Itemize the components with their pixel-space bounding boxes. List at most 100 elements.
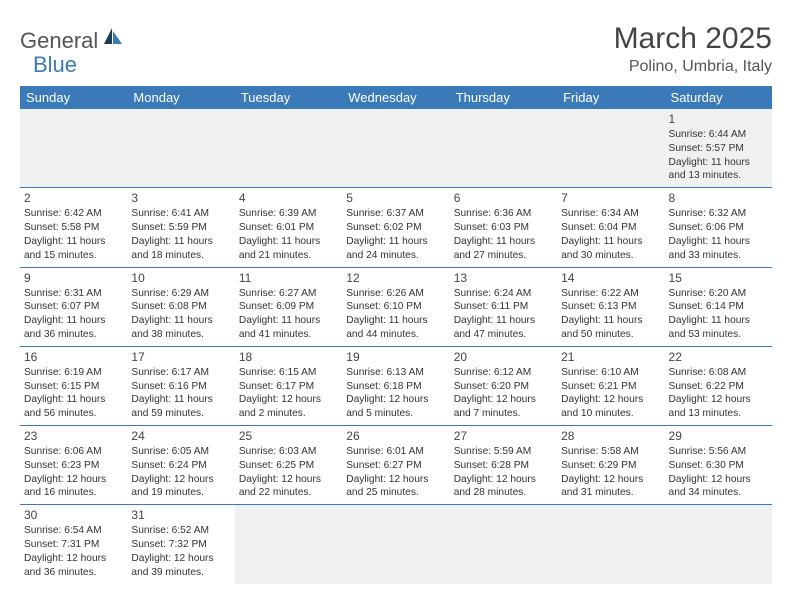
sunrise-text: Sunrise: 6:31 AM [24, 287, 123, 301]
day-number: 16 [24, 349, 123, 365]
sunset-text: Sunset: 6:08 PM [131, 300, 230, 314]
day-number: 26 [346, 428, 445, 444]
sunset-text: Sunset: 6:03 PM [454, 221, 553, 235]
sunrise-text: Sunrise: 6:44 AM [669, 128, 768, 142]
calendar-cell: 15Sunrise: 6:20 AMSunset: 6:14 PMDayligh… [665, 267, 772, 346]
calendar-cell: 30Sunrise: 6:54 AMSunset: 7:31 PMDayligh… [20, 505, 127, 584]
sunset-text: Sunset: 6:18 PM [346, 380, 445, 394]
day-number: 19 [346, 349, 445, 365]
day-number: 29 [669, 428, 768, 444]
logo-blue-under: Blue [33, 52, 77, 78]
day-number: 24 [131, 428, 230, 444]
day-number: 18 [239, 349, 338, 365]
calendar-cell: 16Sunrise: 6:19 AMSunset: 6:15 PMDayligh… [20, 346, 127, 425]
day-number: 23 [24, 428, 123, 444]
calendar-cell: 23Sunrise: 6:06 AMSunset: 6:23 PMDayligh… [20, 426, 127, 505]
sunrise-text: Sunrise: 6:42 AM [24, 207, 123, 221]
day-number: 8 [669, 190, 768, 206]
calendar-cell [235, 109, 342, 188]
daylight-text: Daylight: 11 hours and 24 minutes. [346, 235, 445, 263]
sunrise-text: Sunrise: 5:56 AM [669, 445, 768, 459]
day-number: 2 [24, 190, 123, 206]
daylight-text: Daylight: 11 hours and 41 minutes. [239, 314, 338, 342]
sunset-text: Sunset: 6:27 PM [346, 459, 445, 473]
col-sunday: Sunday [20, 86, 127, 109]
sunset-text: Sunset: 6:17 PM [239, 380, 338, 394]
calendar-cell: 28Sunrise: 5:58 AMSunset: 6:29 PMDayligh… [557, 426, 664, 505]
col-friday: Friday [557, 86, 664, 109]
sunset-text: Sunset: 7:32 PM [131, 538, 230, 552]
sunrise-text: Sunrise: 6:08 AM [669, 366, 768, 380]
daylight-text: Daylight: 11 hours and 59 minutes. [131, 393, 230, 421]
sunset-text: Sunset: 6:16 PM [131, 380, 230, 394]
sunrise-text: Sunrise: 6:24 AM [454, 287, 553, 301]
calendar-cell [450, 109, 557, 188]
day-number: 27 [454, 428, 553, 444]
sunset-text: Sunset: 6:10 PM [346, 300, 445, 314]
day-number: 25 [239, 428, 338, 444]
calendar-cell: 24Sunrise: 6:05 AMSunset: 6:24 PMDayligh… [127, 426, 234, 505]
sunrise-text: Sunrise: 6:32 AM [669, 207, 768, 221]
daylight-text: Daylight: 11 hours and 13 minutes. [669, 156, 768, 184]
calendar-cell [20, 109, 127, 188]
daylight-text: Daylight: 12 hours and 22 minutes. [239, 473, 338, 501]
sunset-text: Sunset: 6:22 PM [669, 380, 768, 394]
calendar-row: 2Sunrise: 6:42 AMSunset: 5:58 PM Daylight… [20, 188, 772, 267]
sunset-text: Sunset: 6:02 PM [346, 221, 445, 235]
daylight-text: Daylight: 11 hours and 50 minutes. [561, 314, 660, 342]
calendar-cell: 11Sunrise: 6:27 AMSunset: 6:09 PMDayligh… [235, 267, 342, 346]
sunset-text: Sunset: 6:21 PM [561, 380, 660, 394]
sunrise-text: Sunrise: 6:37 AM [346, 207, 445, 221]
sunset-text: Sunset: 6:07 PM [24, 300, 123, 314]
sunrise-text: Sunrise: 6:52 AM [131, 524, 230, 538]
daylight-text: Daylight: 11 hours and 33 minutes. [669, 235, 768, 263]
sunrise-text: Sunrise: 6:12 AM [454, 366, 553, 380]
day-number: 10 [131, 270, 230, 286]
sunset-text: Sunset: 6:14 PM [669, 300, 768, 314]
calendar-cell: 9Sunrise: 6:31 AMSunset: 6:07 PMDaylight… [20, 267, 127, 346]
calendar-cell: 19Sunrise: 6:13 AMSunset: 6:18 PMDayligh… [342, 346, 449, 425]
sunrise-text: Sunrise: 6:05 AM [131, 445, 230, 459]
daylight-text: Daylight: 11 hours and 38 minutes. [131, 314, 230, 342]
sunrise-text: Sunrise: 6:36 AM [454, 207, 553, 221]
calendar-cell: 27Sunrise: 5:59 AMSunset: 6:28 PMDayligh… [450, 426, 557, 505]
sunrise-text: Sunrise: 6:39 AM [239, 207, 338, 221]
calendar-cell: 4Sunrise: 6:39 AMSunset: 6:01 PMDaylight… [235, 188, 342, 267]
sunrise-text: Sunrise: 6:01 AM [346, 445, 445, 459]
calendar-cell: 7Sunrise: 6:34 AMSunset: 6:04 PMDaylight… [557, 188, 664, 267]
calendar-cell [557, 109, 664, 188]
day-number: 14 [561, 270, 660, 286]
day-number: 1 [669, 111, 768, 127]
calendar-cell: 21Sunrise: 6:10 AMSunset: 6:21 PMDayligh… [557, 346, 664, 425]
daylight-text: Daylight: 12 hours and 36 minutes. [24, 552, 123, 580]
sunrise-text: Sunrise: 6:54 AM [24, 524, 123, 538]
daylight-text: Daylight: 11 hours and 36 minutes. [24, 314, 123, 342]
daylight-text: Daylight: 12 hours and 2 minutes. [239, 393, 338, 421]
day-number: 22 [669, 349, 768, 365]
day-number: 31 [131, 507, 230, 523]
sunrise-text: Sunrise: 6:13 AM [346, 366, 445, 380]
calendar-cell [342, 505, 449, 584]
daylight-text: Daylight: 11 hours and 56 minutes. [24, 393, 123, 421]
sunset-text: Sunset: 5:59 PM [131, 221, 230, 235]
calendar-row: 9Sunrise: 6:31 AMSunset: 6:07 PMDaylight… [20, 267, 772, 346]
calendar-cell: 31Sunrise: 6:52 AMSunset: 7:32 PMDayligh… [127, 505, 234, 584]
daylight-text: Daylight: 12 hours and 34 minutes. [669, 473, 768, 501]
sunrise-text: Sunrise: 6:41 AM [131, 207, 230, 221]
calendar-row: 30Sunrise: 6:54 AMSunset: 7:31 PMDayligh… [20, 505, 772, 584]
sunrise-text: Sunrise: 6:29 AM [131, 287, 230, 301]
col-tuesday: Tuesday [235, 86, 342, 109]
sunrise-text: Sunrise: 5:58 AM [561, 445, 660, 459]
sunset-text: Sunset: 6:09 PM [239, 300, 338, 314]
day-number: 3 [131, 190, 230, 206]
day-number: 21 [561, 349, 660, 365]
calendar-cell [342, 109, 449, 188]
sunrise-text: Sunrise: 6:15 AM [239, 366, 338, 380]
daylight-text: Daylight: 11 hours and 47 minutes. [454, 314, 553, 342]
sunset-text: Sunset: 5:58 PM [24, 221, 123, 235]
calendar-table: Sunday Monday Tuesday Wednesday Thursday… [20, 86, 772, 584]
sunrise-text: Sunrise: 5:59 AM [454, 445, 553, 459]
day-number: 4 [239, 190, 338, 206]
sunrise-text: Sunrise: 6:06 AM [24, 445, 123, 459]
day-number: 30 [24, 507, 123, 523]
